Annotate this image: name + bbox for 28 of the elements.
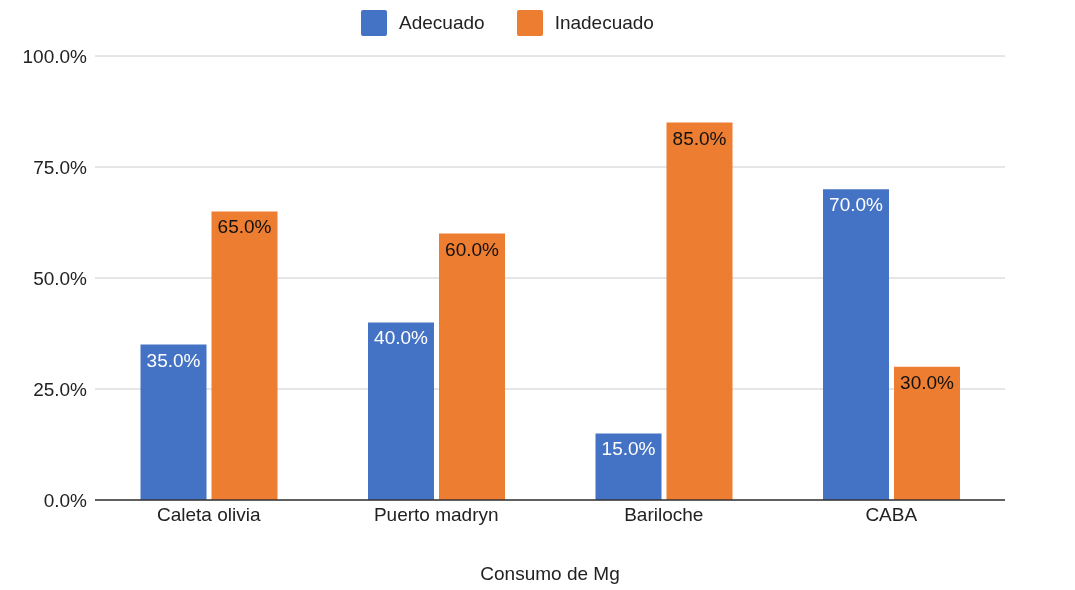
legend-label: Inadecuado xyxy=(554,12,654,34)
y-tick-label: 100.0% xyxy=(22,45,88,67)
data-label: 60.0% xyxy=(445,238,500,260)
data-label: 65.0% xyxy=(217,216,272,238)
data-label: 40.0% xyxy=(374,327,429,349)
x-tick-label: Bariloche xyxy=(624,504,704,526)
x-tick-label: Puerto madryn xyxy=(373,504,499,526)
bar xyxy=(368,322,434,500)
data-label: 70.0% xyxy=(829,194,884,216)
y-tick-label: 0.0% xyxy=(43,489,88,511)
bar xyxy=(595,433,662,500)
x-axis-title: Consumo de Mg xyxy=(480,563,620,584)
y-tick-label: 25.0% xyxy=(33,378,88,400)
bar xyxy=(211,211,278,500)
bar xyxy=(439,233,505,500)
legend-label: Adecuado xyxy=(399,12,485,34)
data-label: 85.0% xyxy=(672,127,727,149)
bar xyxy=(140,344,207,500)
bar xyxy=(823,189,889,500)
data-label: 30.0% xyxy=(900,371,955,393)
x-tick-label: CABA xyxy=(865,504,918,526)
bar xyxy=(666,122,733,500)
bar xyxy=(894,366,960,500)
x-tick-label: Caleta olivia xyxy=(157,504,261,526)
y-tick-label: 75.0% xyxy=(33,156,88,178)
data-label: 35.0% xyxy=(146,349,201,371)
data-label: 15.0% xyxy=(601,438,656,460)
y-tick-label: 50.0% xyxy=(33,267,88,289)
